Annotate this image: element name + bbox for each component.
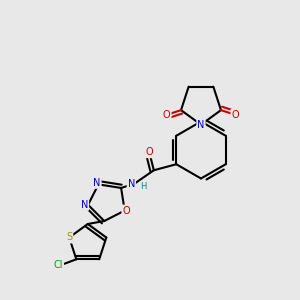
Text: S: S xyxy=(66,232,72,242)
Text: N: N xyxy=(81,200,88,210)
Text: H: H xyxy=(140,182,146,191)
Text: O: O xyxy=(163,110,171,120)
Text: O: O xyxy=(122,206,130,216)
Text: N: N xyxy=(128,179,135,189)
Text: O: O xyxy=(146,147,153,157)
Text: Cl: Cl xyxy=(54,260,63,270)
Text: N: N xyxy=(197,120,205,130)
Text: O: O xyxy=(231,110,239,120)
Text: N: N xyxy=(93,178,101,188)
